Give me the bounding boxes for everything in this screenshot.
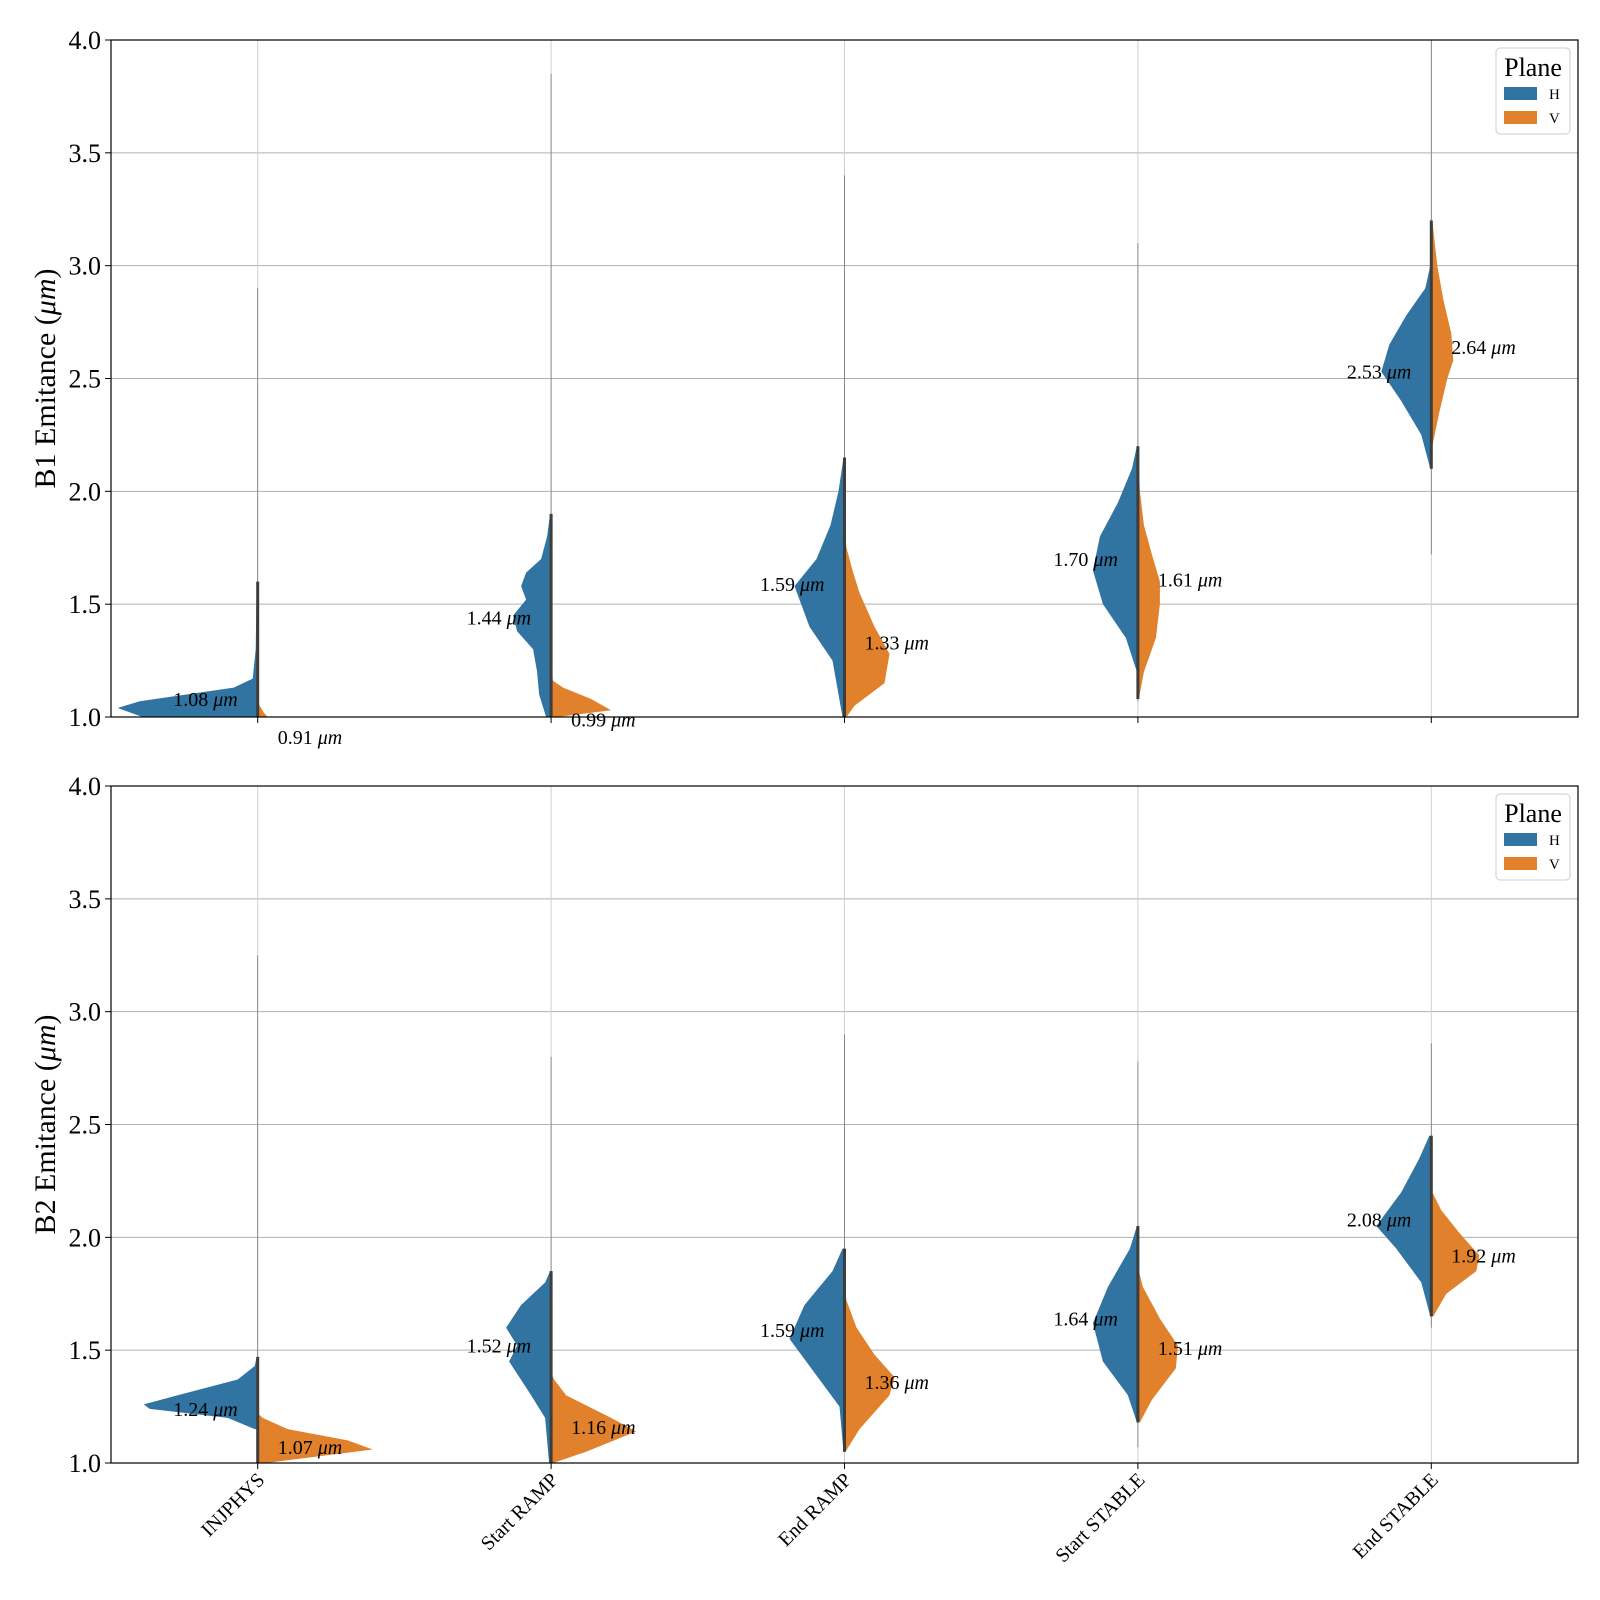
violin-h-1 <box>513 513 552 717</box>
x-tick-label: Start RAMP <box>477 1469 563 1555</box>
y-tick-label: 4.0 <box>69 26 102 55</box>
violin-h-4 <box>1381 265 1432 469</box>
median-label-h: 1.59 μm <box>760 1320 824 1342</box>
violin-v-4 <box>1431 1192 1480 1317</box>
violin-v-3 <box>1137 1271 1178 1423</box>
legend-title: Plane <box>1504 53 1562 82</box>
legend: Plane HV <box>1495 793 1571 881</box>
y-tick-label: 2.5 <box>69 365 102 394</box>
median-label-v: 0.99 μm <box>571 709 635 731</box>
legend-swatch-h <box>1504 87 1537 100</box>
violin-h-1 <box>506 1271 552 1463</box>
median-label-h: 1.64 μm <box>1053 1309 1117 1331</box>
violin-h-0 <box>143 1356 258 1430</box>
median-label-v: 1.36 μm <box>865 1372 929 1394</box>
x-tick-label: End STABLE <box>1349 1469 1443 1563</box>
y-tick-label: 1.5 <box>69 590 102 619</box>
median-label-v: 1.16 μm <box>571 1417 635 1439</box>
legend-swatch-h <box>1504 833 1537 846</box>
y-tick-label: 1.0 <box>69 1449 102 1478</box>
violin-v-1 <box>551 671 612 717</box>
y-tick-label: 3.5 <box>69 139 102 168</box>
median-label-v: 1.07 μm <box>278 1437 342 1459</box>
legend-label-h: H <box>1549 87 1560 103</box>
violin-v-0 <box>257 1413 373 1463</box>
median-label-v: 1.33 μm <box>865 633 929 655</box>
median-label-h: 1.59 μm <box>760 574 824 596</box>
violin-h-4 <box>1376 1135 1432 1317</box>
y-tick-label: 2.0 <box>69 477 102 506</box>
median-label-h: 2.08 μm <box>1347 1209 1411 1231</box>
median-label-h: 1.70 μm <box>1053 549 1117 571</box>
violin-h-0 <box>117 581 258 717</box>
violin-h-3 <box>1092 1226 1138 1423</box>
y-tick-label: 4.0 <box>69 772 102 801</box>
x-tick-label: INJPHYS <box>197 1469 269 1541</box>
legend-label-h: H <box>1549 833 1560 849</box>
x-tick-label: End RAMP <box>774 1469 856 1551</box>
median-label-h: 1.44 μm <box>467 608 531 630</box>
violin-v-0 <box>257 701 268 717</box>
violin-v-2 <box>844 1286 895 1452</box>
violin-v-3 <box>1137 446 1160 699</box>
median-label-h: 2.53 μm <box>1347 362 1411 384</box>
violin-v-1 <box>551 1372 637 1463</box>
y-tick-label: 3.0 <box>69 252 102 281</box>
median-label-v: 1.51 μm <box>1158 1338 1222 1360</box>
median-label-h: 1.24 μm <box>173 1399 237 1421</box>
y-axis-label: B2 Emitance (μm) <box>29 1014 62 1234</box>
y-tick-label: 3.5 <box>69 885 102 914</box>
legend: Plane HV <box>1495 47 1571 135</box>
violins <box>117 40 1454 717</box>
y-tick-label: 1.0 <box>69 703 102 732</box>
y-tick-label: 2.5 <box>69 1111 102 1140</box>
legend-swatch-v <box>1504 857 1537 870</box>
y-axis-label: B1 Emitance (μm) <box>29 268 62 488</box>
legend-label-v: V <box>1549 111 1560 127</box>
median-label-v: 1.92 μm <box>1451 1245 1515 1267</box>
violin-h-3 <box>1092 446 1138 672</box>
y-tick-label: 1.5 <box>69 1336 102 1365</box>
x-tick-label: Start STABLE <box>1051 1469 1149 1567</box>
panel-2: 1.0 1.5 2.0 2.5 3.0 3.5 4.0 B2 Emitance (μm) 1.2… <box>29 772 1579 1478</box>
violin-h-2 <box>794 457 845 717</box>
y-tick-label: 2.0 <box>69 1223 102 1252</box>
median-label-v: 2.64 μm <box>1451 337 1515 359</box>
legend-label-v: V <box>1549 857 1560 873</box>
violin-v-4 <box>1431 220 1454 447</box>
median-label-h: 1.08 μm <box>173 689 237 711</box>
violin-v-2 <box>844 525 890 717</box>
panel-1: 1.0 1.5 2.0 2.5 3.0 3.5 4.0 B1 Emitance (μm) 1.0… <box>29 26 1579 749</box>
violins <box>143 955 1480 1463</box>
legend-title: Plane <box>1504 799 1562 828</box>
legend-swatch-v <box>1504 111 1537 124</box>
median-label-h: 1.52 μm <box>467 1336 531 1358</box>
violin-h-2 <box>789 1248 845 1452</box>
median-label-v: 1.61 μm <box>1158 569 1222 591</box>
median-label-v: 0.91 μm <box>278 727 342 749</box>
y-tick-label: 3.0 <box>69 998 102 1027</box>
